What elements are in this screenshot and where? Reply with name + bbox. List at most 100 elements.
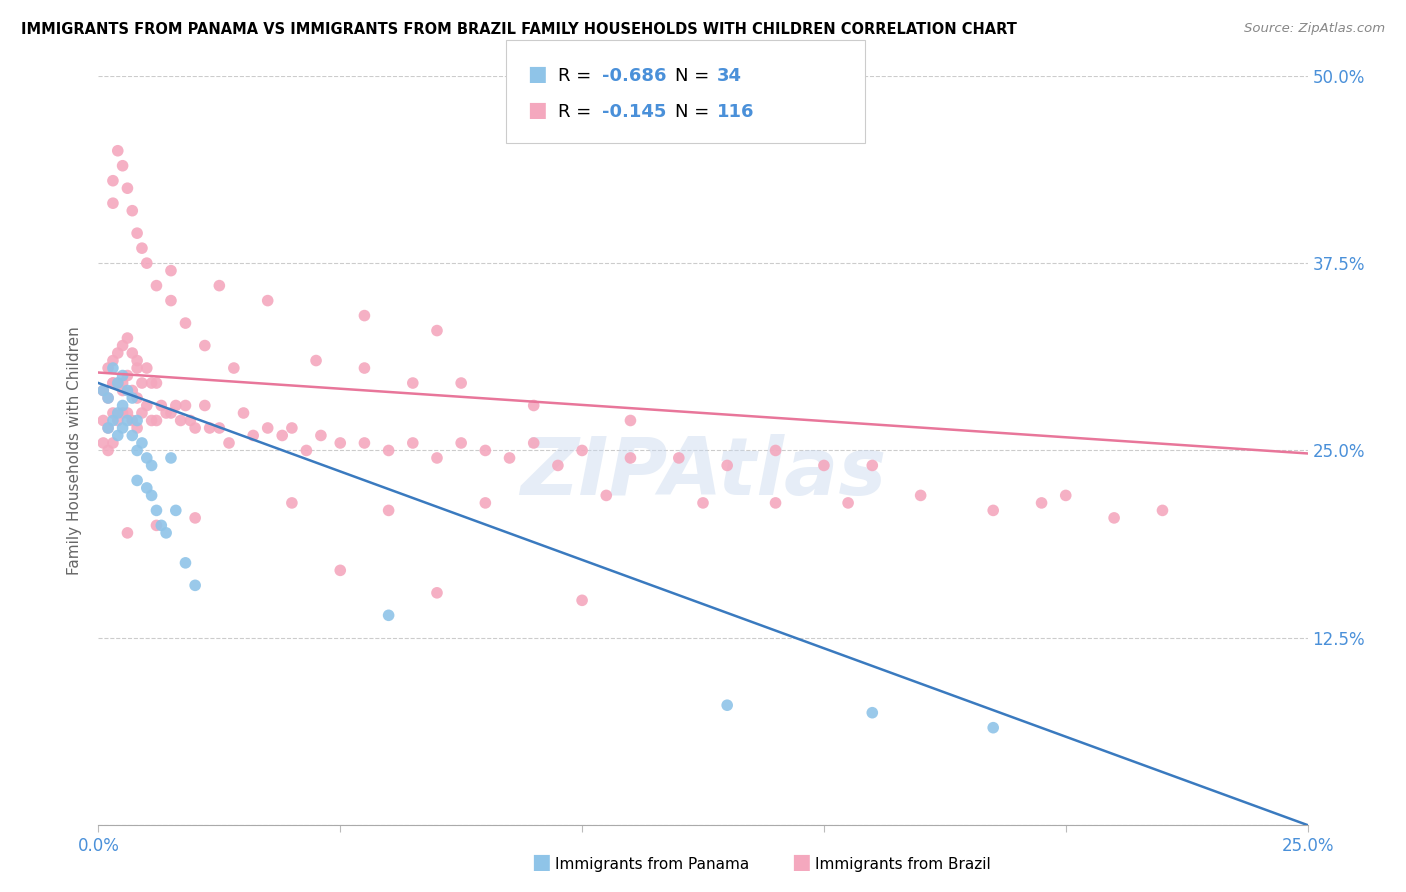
Point (571, 593, 593, 607)
Text: 116: 116 (717, 103, 755, 120)
Point (377, 443, 399, 458)
Point (107, 428, 129, 442)
Point (127, 361, 149, 376)
Point (135, 361, 157, 376)
Point (402, 376, 425, 390)
Point (111, 368, 134, 383)
Point (121, 428, 143, 442)
Text: Source: ZipAtlas.com: Source: ZipAtlas.com (1244, 22, 1385, 36)
Point (981, 721, 1004, 735)
Point (101, 196, 124, 211)
Point (619, 413, 641, 427)
Point (716, 458, 738, 473)
Point (305, 353, 328, 368)
Point (1102, 511, 1125, 525)
Point (111, 421, 134, 435)
Point (117, 331, 139, 345)
Point (97, 421, 120, 435)
Point (101, 406, 124, 420)
Point (160, 406, 183, 420)
Point (619, 450, 641, 465)
Point (107, 406, 129, 420)
Point (450, 436, 472, 450)
Point (121, 346, 143, 360)
Point (377, 608, 399, 623)
Point (450, 376, 472, 390)
Point (169, 413, 191, 427)
Text: -0.145: -0.145 (602, 103, 666, 120)
Point (165, 503, 187, 517)
Point (184, 578, 207, 592)
Point (91, 436, 114, 450)
Point (91, 384, 114, 398)
Point (101, 376, 124, 390)
Point (498, 450, 520, 465)
Point (426, 586, 449, 600)
Point (1152, 503, 1174, 517)
Point (121, 391, 143, 405)
Point (91, 384, 114, 398)
Point (160, 263, 183, 277)
Point (329, 436, 352, 450)
Point (837, 496, 859, 510)
Point (860, 458, 883, 473)
Point (353, 309, 375, 323)
Text: IMMIGRANTS FROM PANAMA VS IMMIGRANTS FROM BRAZIL FAMILY HOUSEHOLDS WITH CHILDREN: IMMIGRANTS FROM PANAMA VS IMMIGRANTS FRO… (21, 22, 1017, 37)
Point (111, 399, 134, 413)
Text: Immigrants from Brazil: Immigrants from Brazil (815, 857, 991, 872)
Point (101, 353, 124, 368)
Point (127, 353, 149, 368)
Point (1054, 488, 1077, 502)
Point (329, 563, 352, 577)
Point (111, 338, 134, 352)
Point (117, 413, 139, 427)
Point (107, 376, 129, 390)
Point (547, 458, 569, 473)
Point (107, 346, 129, 360)
Point (222, 361, 245, 376)
Point (184, 511, 207, 525)
Point (765, 496, 787, 510)
Point (135, 399, 157, 413)
Point (150, 399, 173, 413)
Point (474, 443, 496, 458)
Point (117, 181, 139, 195)
Point (141, 488, 163, 502)
Text: ZIPAtlas: ZIPAtlas (520, 434, 886, 512)
Text: -0.686: -0.686 (602, 67, 666, 85)
Point (523, 399, 546, 413)
Point (121, 413, 143, 427)
Point (1031, 496, 1053, 510)
Point (111, 384, 134, 398)
Point (107, 376, 129, 390)
Point (135, 450, 157, 465)
Point (97, 391, 120, 405)
Point (426, 450, 449, 465)
Point (107, 413, 129, 427)
Point (121, 384, 143, 398)
Point (198, 421, 221, 435)
Point (281, 496, 304, 510)
Point (174, 316, 197, 330)
Point (256, 421, 278, 435)
Point (571, 443, 593, 458)
Point (131, 376, 153, 390)
Point (155, 525, 177, 540)
Point (101, 174, 124, 188)
Point (131, 406, 153, 420)
Point (145, 278, 167, 293)
Point (111, 159, 134, 173)
Point (145, 518, 167, 533)
Point (135, 481, 157, 495)
Point (813, 458, 835, 473)
Text: Immigrants from Panama: Immigrants from Panama (555, 857, 749, 872)
Point (208, 421, 231, 435)
Point (595, 488, 617, 502)
Point (256, 293, 278, 308)
Point (111, 406, 134, 420)
Point (242, 428, 264, 442)
Text: N =: N = (675, 103, 714, 120)
Text: ■: ■ (792, 853, 811, 872)
Point (145, 413, 167, 427)
Point (101, 376, 124, 390)
